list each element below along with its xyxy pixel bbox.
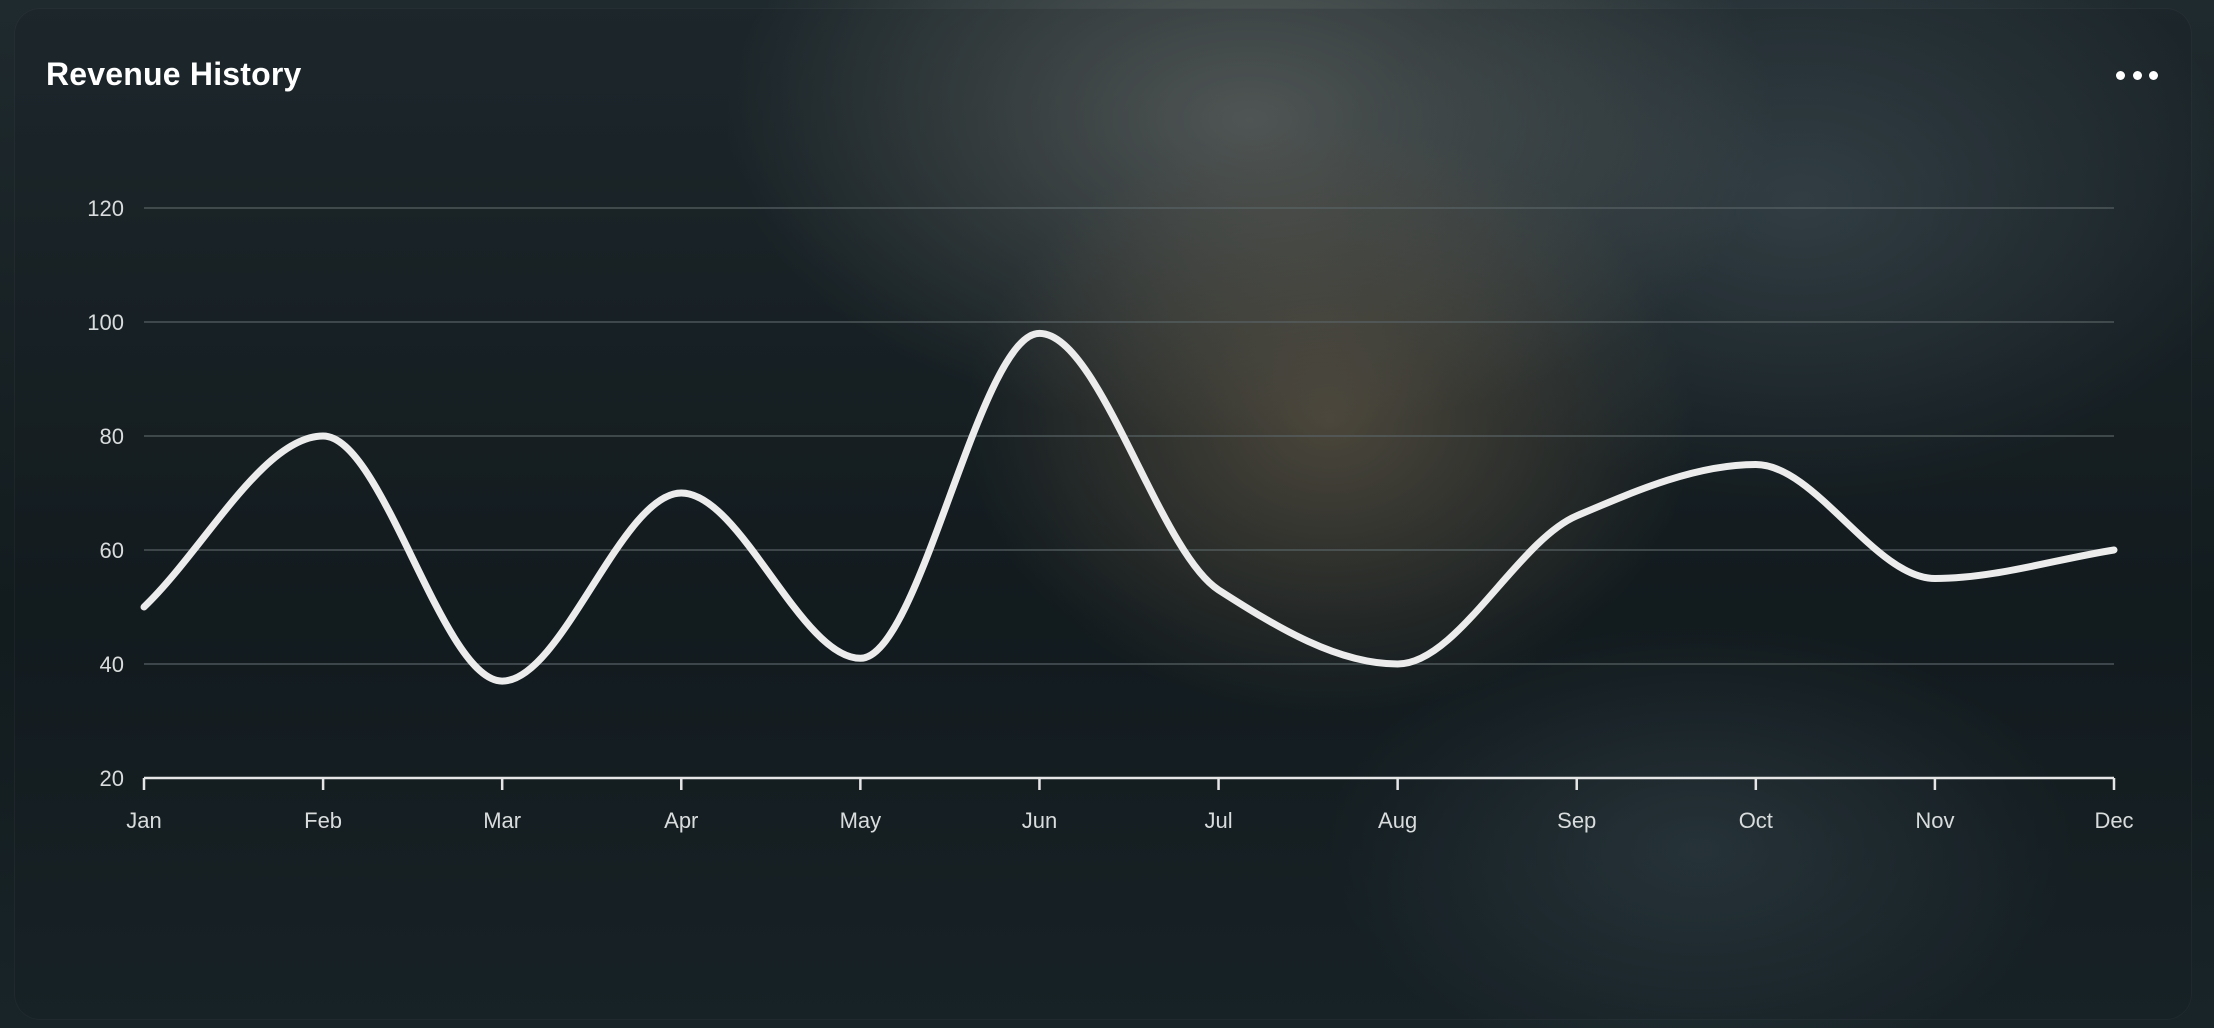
- data-point-feb: [320, 433, 327, 440]
- more-horizontal-icon: [2116, 70, 2125, 80]
- card-title: Revenue History: [46, 56, 302, 92]
- x-tick-label: Aug: [1378, 808, 1417, 833]
- more-horizontal-icon-dot: [2149, 70, 2158, 80]
- data-point-aug: [1394, 661, 1401, 668]
- x-tick-label: Feb: [304, 808, 342, 833]
- data-point-mar: [499, 678, 506, 685]
- x-tick-label: May: [840, 808, 882, 833]
- x-tick-label: Nov: [1915, 808, 1954, 833]
- x-tick-label: Oct: [1739, 808, 1773, 833]
- y-tick-label: 120: [87, 196, 124, 221]
- y-tick-label: 80: [100, 424, 124, 449]
- y-tick-label: 20: [100, 766, 124, 791]
- data-point-dec: [2111, 547, 2118, 554]
- revenue-history-card: [14, 8, 2192, 1020]
- x-tick-label: Apr: [664, 808, 698, 833]
- more-options-button[interactable]: [2112, 62, 2162, 88]
- x-tick-label: Sep: [1557, 808, 1596, 833]
- y-tick-label: 100: [87, 310, 124, 335]
- data-point-oct: [1752, 461, 1759, 468]
- y-tick-label: 40: [100, 652, 124, 677]
- more-horizontal-icon-dot: [2132, 70, 2142, 80]
- data-point-jun: [1036, 330, 1043, 337]
- series-line: [140, 329, 2118, 685]
- data-point-jul: [1215, 586, 1222, 593]
- data-point-sep: [1573, 512, 1580, 519]
- x-tick-label: Jul: [1204, 808, 1232, 833]
- data-point-apr: [678, 490, 685, 497]
- data-point-jan: [141, 604, 148, 611]
- x-tick-label: Mar: [483, 808, 521, 833]
- y-tick-label: 60: [100, 538, 124, 563]
- data-point-nov: [1931, 575, 1938, 582]
- x-tick-label: Dec: [2094, 808, 2133, 833]
- x-tick-label: Jun: [1022, 808, 1057, 833]
- x-tick-label: Jan: [126, 808, 161, 833]
- data-point-may: [857, 655, 864, 662]
